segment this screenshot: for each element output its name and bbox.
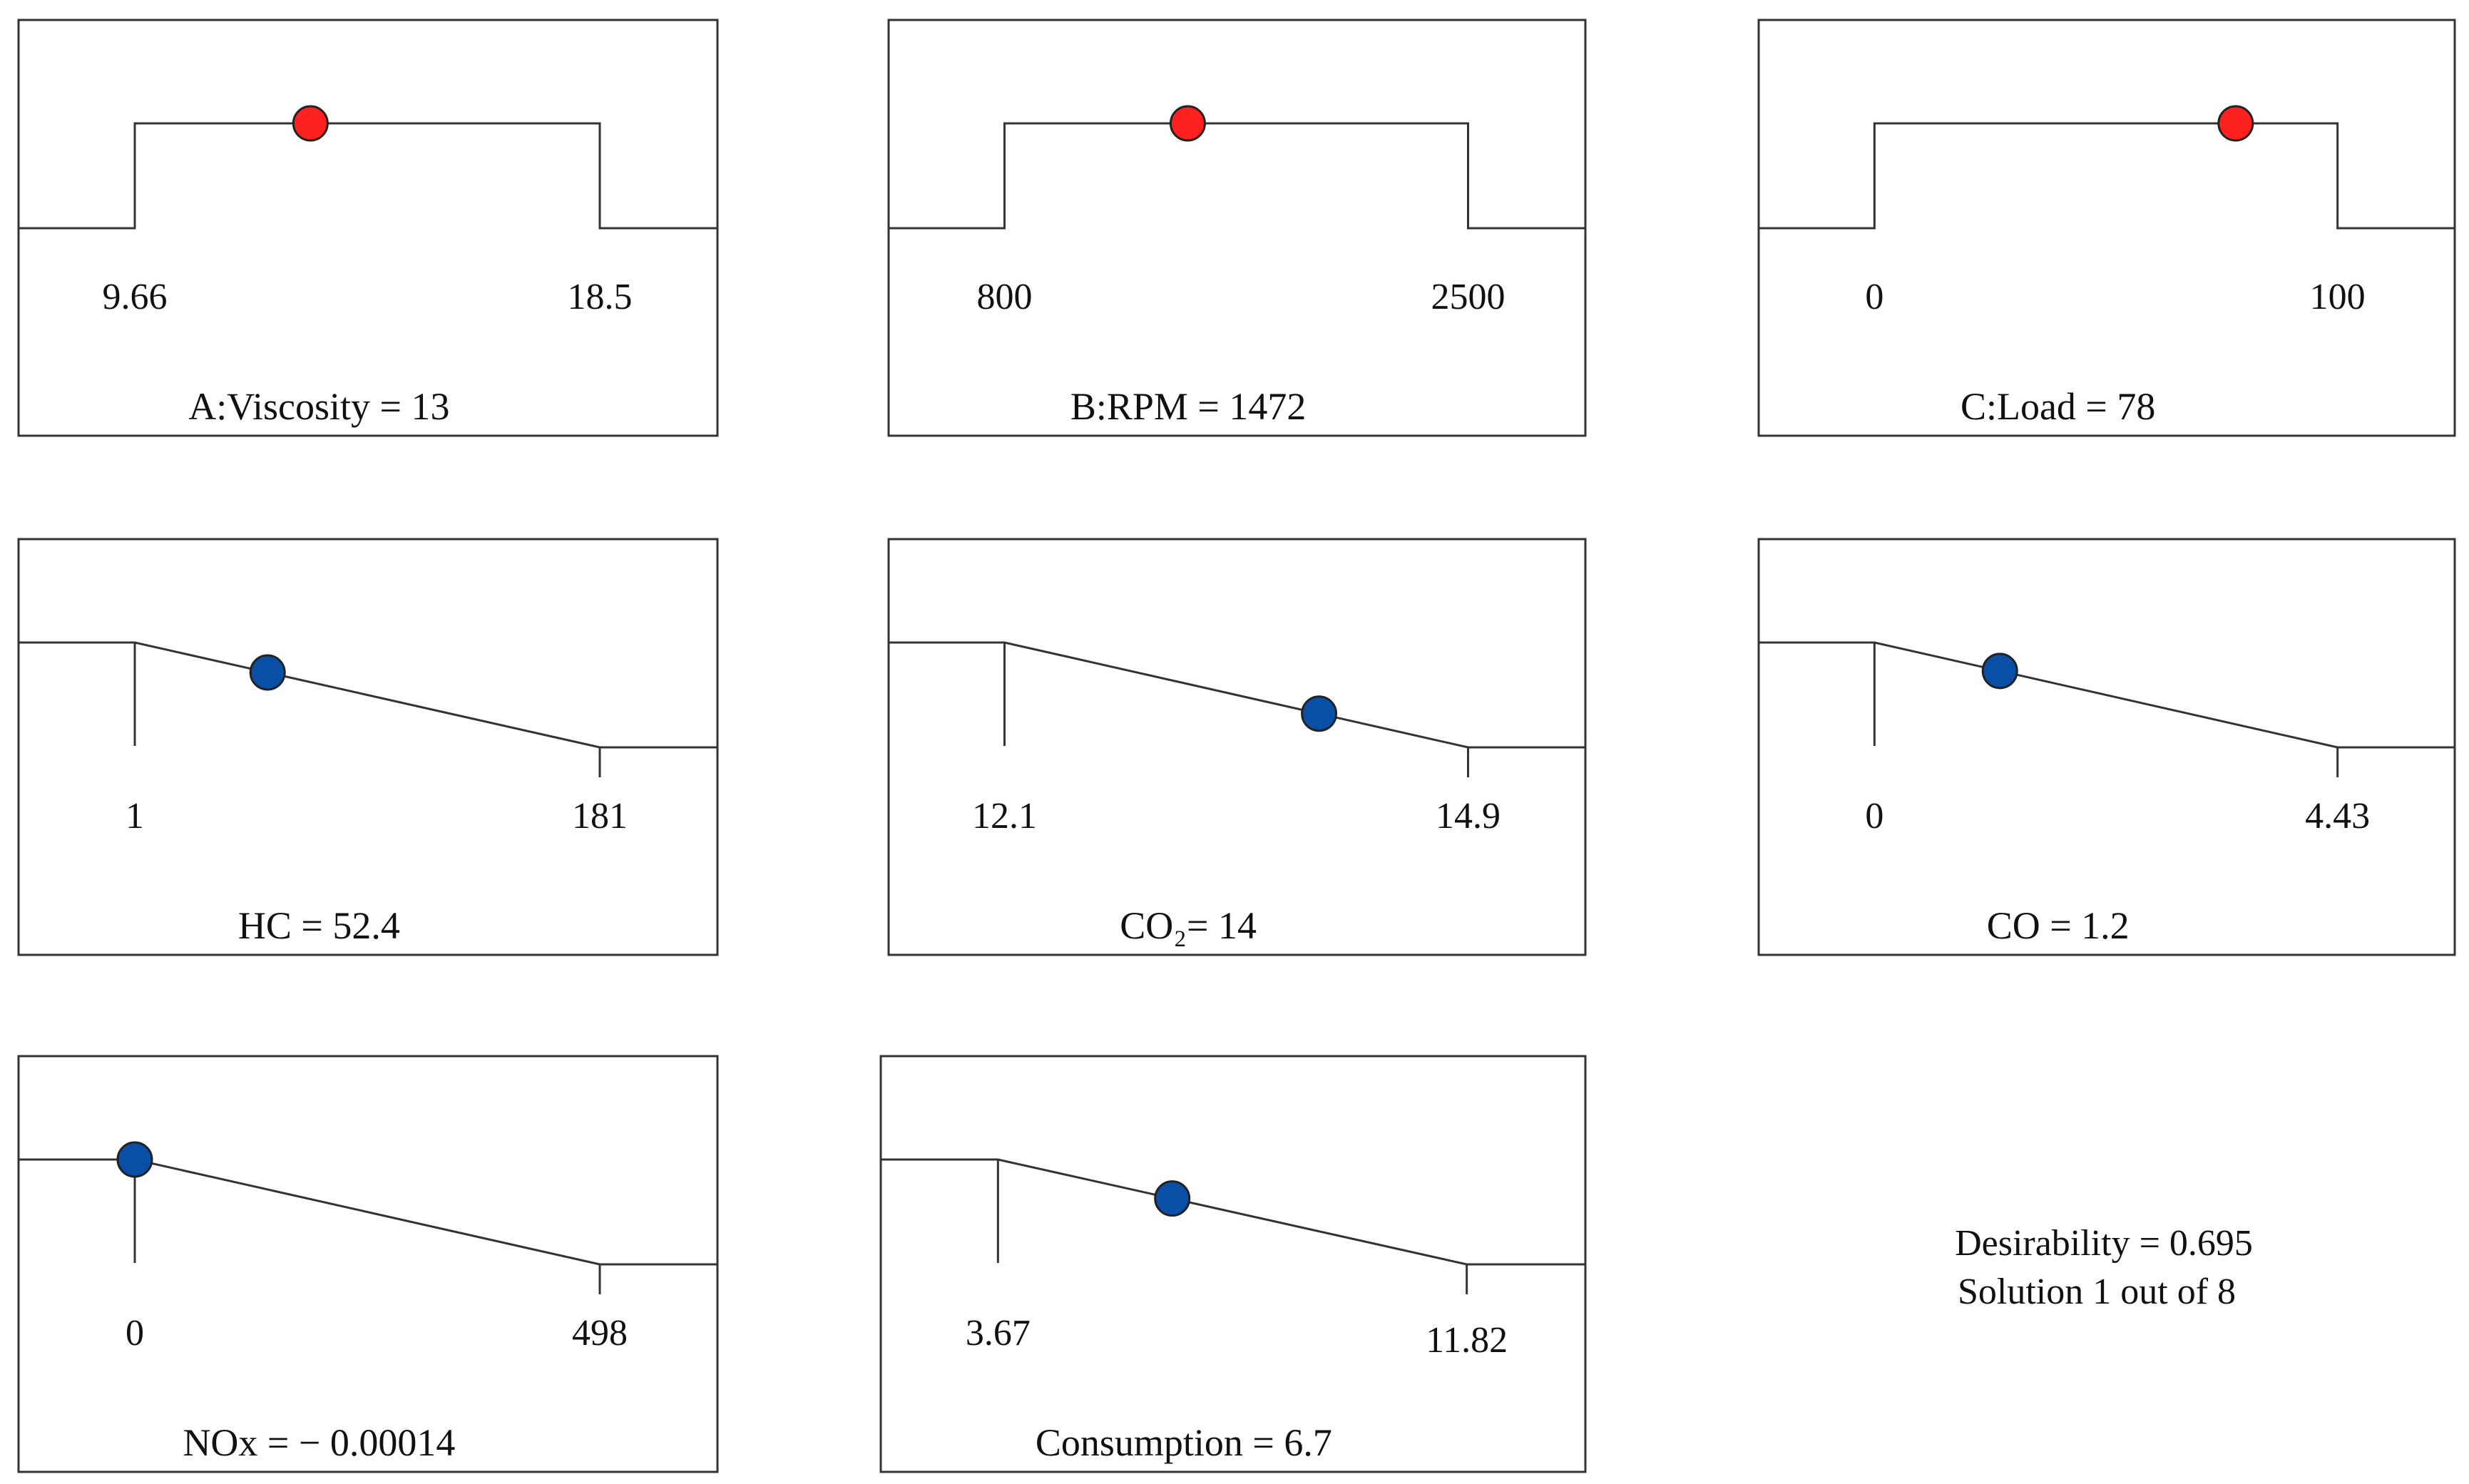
solution-text: Solution 1 out of 8	[1958, 1271, 2236, 1312]
high-limit-label: 11.82	[1426, 1320, 1508, 1361]
panel-5: 12.1 14.9 CO₂= 14	[887, 538, 1587, 956]
low-limit-label: 0	[126, 1313, 144, 1353]
solution-point	[1154, 1180, 1191, 1217]
solution-point	[2217, 105, 2254, 142]
solution-point	[292, 105, 329, 142]
low-limit-label: 1	[126, 796, 144, 836]
desirability-curve	[19, 122, 717, 230]
low-limit-label: 12.1	[972, 796, 1037, 836]
desirability-curve	[1759, 122, 2455, 230]
solution-point	[1169, 105, 1206, 142]
panel-8: 3.67 11.82 Consumption = 6.7	[879, 1055, 1587, 1473]
high-limit-label: 4.43	[2305, 796, 2370, 836]
solution-point	[1981, 653, 2018, 690]
panel-2: 800 2500 B:RPM = 1472	[887, 19, 1587, 437]
desirability-curve	[19, 641, 717, 749]
panel-7: 0 498 NOx = − 0.00014	[17, 1055, 719, 1473]
panel-title: B:RPM = 1472	[1070, 385, 1307, 428]
high-limit-label: 2500	[1431, 277, 1506, 317]
panel-title: A:Viscosity = 13	[188, 385, 449, 428]
high-limit-label: 181	[572, 796, 628, 836]
panel-title: C:Load = 78	[1961, 385, 2155, 428]
low-limit-label: 9.66	[103, 277, 168, 317]
summary-block: Desirability = 0.695 Solution 1 out of 8	[1955, 1223, 2253, 1312]
high-limit-label: 14.9	[1436, 796, 1501, 836]
panels: 9.66 18.5 A:Viscosity = 13 800 2500 B:RPM = 1…	[17, 19, 2456, 1473]
desirability-curve	[881, 1158, 1585, 1266]
solution-point	[116, 1141, 153, 1178]
desirability-curve	[889, 122, 1585, 230]
desirability-curve	[889, 641, 1585, 749]
low-limit-label: 800	[977, 277, 1033, 317]
desirability-curve	[19, 1158, 717, 1266]
panel-title: Consumption = 6.7	[1036, 1421, 1332, 1464]
panel-title: CO = 1.2	[1987, 904, 2130, 947]
solution-point	[1301, 695, 1338, 732]
panel-title: NOx = − 0.00014	[183, 1421, 455, 1464]
low-limit-label: 0	[1865, 796, 1883, 836]
high-limit-label: 100	[2310, 277, 2366, 317]
high-limit-label: 18.5	[568, 277, 633, 317]
desirability-curve	[1759, 641, 2455, 749]
panel-title: HC = 52.4	[238, 904, 400, 947]
high-limit-label: 498	[572, 1313, 628, 1353]
low-limit-label: 3.67	[966, 1313, 1031, 1353]
low-limit-label: 0	[1865, 277, 1883, 317]
desirability-text: Desirability = 0.695	[1955, 1223, 2253, 1264]
panel-6: 0 4.43 CO = 1.2	[1757, 538, 2456, 956]
panel-3: 0 100 C:Load = 78	[1757, 19, 2456, 437]
solution-point	[249, 654, 286, 691]
panel-title: CO₂= 14	[1120, 904, 1257, 947]
panel-4: 1 181 HC = 52.4	[17, 538, 719, 956]
panel-1: 9.66 18.5 A:Viscosity = 13	[17, 19, 719, 437]
